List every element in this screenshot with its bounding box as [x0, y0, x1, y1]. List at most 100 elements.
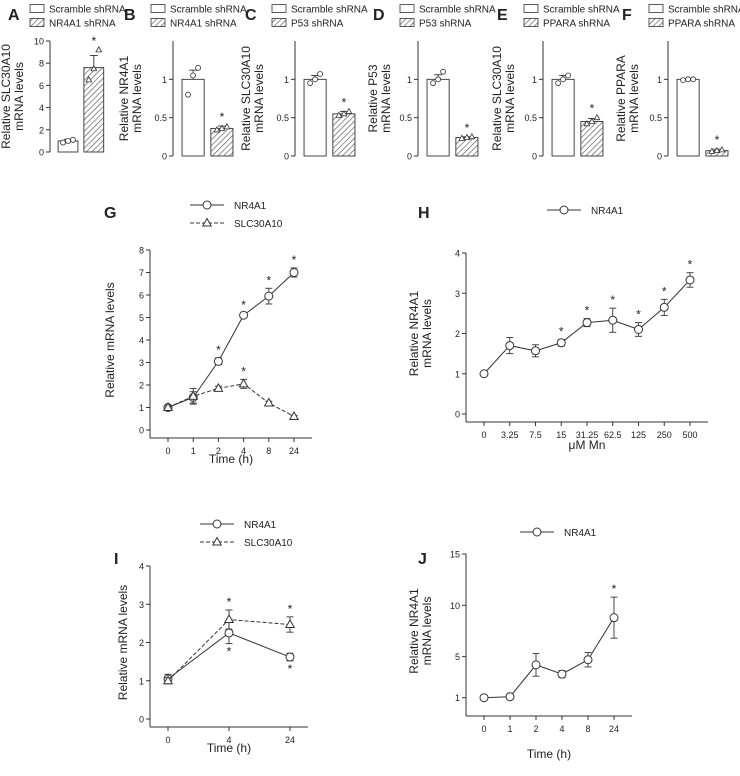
- data-point: [85, 76, 93, 83]
- marker-circle: [289, 268, 299, 277]
- bar: [676, 78, 700, 157]
- y-axis-label-line: Relative mRNA levels: [103, 282, 117, 397]
- legend-swatch: [399, 18, 415, 27]
- x-tick-label: 0: [165, 735, 170, 745]
- marker-circle: [264, 291, 274, 301]
- x-axis-label: μM Mn: [569, 438, 606, 452]
- legend-label: NR4A1 shRNA: [49, 19, 116, 30]
- y-axis-label: Relative SLC30A10mRNA levels: [239, 46, 266, 151]
- significance-star: *: [559, 325, 564, 339]
- marker-triangle: [288, 410, 300, 420]
- x-tick-label: 0: [481, 430, 486, 440]
- significance-star: *: [612, 582, 617, 596]
- legend-swatch: [648, 4, 664, 13]
- x-tick-label: 24: [609, 724, 619, 734]
- data-point: [593, 113, 601, 121]
- panel-h: H NR4A1 0 1 2 3 4 Relative NR4A1mRNA levels 0 3.2…: [407, 205, 708, 452]
- panel-i: I NR4A1 SLC30A10 0 1 2 3 4 Relative mRNA levels 0…: [114, 519, 308, 755]
- legend-label: SLC30A10: [234, 219, 283, 230]
- bar: [551, 78, 575, 157]
- y-axis-label-line: mRNA levels: [503, 64, 517, 133]
- legend-swatch: [271, 4, 287, 13]
- y-axis-label-line: Relative SLC30A10: [490, 46, 504, 151]
- x-tick-label: 4: [226, 735, 231, 745]
- legend-label: Scramble shRNA: [668, 5, 740, 16]
- series-line: [483, 617, 615, 699]
- x-tick-label: 8: [585, 724, 590, 734]
- legend-swatch: [523, 4, 539, 13]
- y-axis-label-line: Relative SLC30A10: [239, 46, 253, 151]
- bar: [332, 113, 356, 157]
- x-tick-label: 125: [631, 430, 646, 440]
- bar: [426, 78, 450, 157]
- data-point: [440, 68, 447, 75]
- x-tick-label: 4: [559, 724, 564, 734]
- y-tick-label: 0: [407, 152, 412, 162]
- x-tick-label: 4: [241, 446, 246, 456]
- bar: [303, 78, 327, 157]
- significance-star: *: [465, 121, 470, 135]
- data-point: [70, 136, 76, 143]
- marker-triangle: [213, 382, 224, 392]
- x-tick-label: 24: [289, 446, 299, 456]
- x-tick-label: 2: [216, 446, 221, 456]
- marker-triangle: [201, 217, 213, 227]
- y-axis-label-line: Relative PPARA: [614, 55, 628, 141]
- y-tick-label: 10: [34, 37, 44, 47]
- marker-circle: [212, 519, 222, 529]
- y-tick-label: 3: [139, 600, 144, 610]
- legend-label: NR4A1: [564, 528, 597, 539]
- marker-circle: [608, 315, 618, 325]
- significance-star: *: [590, 102, 595, 116]
- legend-label: PPARA shRNA: [668, 19, 735, 30]
- significance-star: *: [715, 133, 720, 147]
- legend-swatch: [399, 4, 415, 13]
- data-point: [335, 111, 343, 118]
- legend-label: P53 shRNA: [291, 19, 344, 30]
- panel-letter: D: [373, 7, 385, 24]
- marker-triangle: [284, 618, 296, 629]
- legend-label: P53 shRNA: [419, 19, 472, 30]
- marker-triangle: [162, 675, 174, 685]
- y-tick-label: 2: [139, 638, 144, 648]
- y-tick-label: 1: [455, 369, 460, 379]
- y-tick-label: 4: [139, 336, 144, 346]
- panel-a: A Scramble shRNA NR4A1 shRNA 0 2 4 6 8 10 Relativ…: [0, 4, 126, 158]
- y-tick-label: 4: [139, 562, 144, 572]
- data-point: [718, 146, 726, 153]
- marker-circle: [479, 369, 489, 379]
- legend-label: Scramble shRNA: [291, 5, 368, 16]
- bar: [580, 121, 604, 157]
- significance-star: *: [91, 34, 96, 48]
- y-tick-label: 0: [139, 426, 144, 436]
- legend-label: Scramble shRNA: [419, 5, 496, 16]
- data-point: [435, 76, 442, 83]
- y-axis-label-line: Relative mRNA levels: [116, 585, 130, 700]
- significance-star: *: [241, 298, 246, 312]
- marker-circle: [556, 338, 566, 348]
- y-tick-label: 4: [39, 103, 44, 113]
- y-tick-label: 10: [450, 601, 460, 611]
- data-point: [463, 133, 471, 140]
- marker-circle: [239, 310, 249, 320]
- y-tick-label: 0.5: [524, 113, 537, 123]
- y-axis-label: Relative NR4A1mRNA levels: [117, 55, 144, 141]
- panel-b: B Scramble shRNA NR4A1 shRNA 0 0.5 1 Relative …: [117, 4, 247, 162]
- significance-star: *: [288, 662, 293, 676]
- data-point: [190, 72, 197, 79]
- y-axis-label-line: mRNA levels: [12, 62, 26, 131]
- panel-c: C Scramble shRNA P53 shRNA 0 0.5 1 Relative SL…: [239, 4, 368, 162]
- y-tick-label: 1: [139, 676, 144, 686]
- panel-letter: H: [418, 205, 430, 222]
- y-axis-label: Relative SLC30A10mRNA levels: [0, 44, 26, 149]
- data-point: [90, 64, 98, 72]
- y-axis-label: Relative NR4A1mRNA levels: [407, 290, 434, 376]
- panel-letter: E: [497, 7, 508, 24]
- data-point: [583, 119, 591, 127]
- y-axis-label-line: mRNA levels: [420, 597, 434, 666]
- y-tick-label: 5: [139, 313, 144, 323]
- legend-swatch: [29, 4, 45, 13]
- x-tick-label: 15: [556, 430, 566, 440]
- x-tick-label: 1: [507, 724, 512, 734]
